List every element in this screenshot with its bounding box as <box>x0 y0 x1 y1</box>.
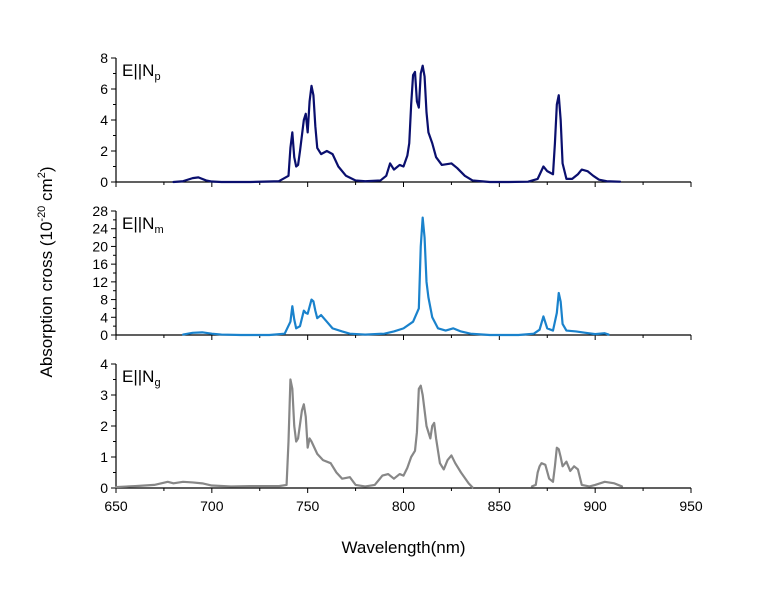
y-tick-label: 4 <box>100 356 108 372</box>
y-tick-label: 2 <box>100 418 108 434</box>
panel-p: 0 2 4 6 8 E||Np <box>100 50 692 190</box>
panel-label-m: E||Nm <box>122 214 164 236</box>
series-line-g-0 <box>114 378 474 489</box>
y-tick-label: 0 <box>100 327 108 343</box>
series-line-g-1 <box>530 446 624 488</box>
y-tick-label: 0 <box>100 174 108 190</box>
y-tick-label: 16 <box>92 256 108 272</box>
panel-label-p: E||Np <box>122 61 161 83</box>
y-tick-label: 0 <box>100 480 108 496</box>
y-tick-label: 4 <box>100 112 108 128</box>
panel-g: 0 1 2 3 4 650 700 750 800 850 900 950 E||Ng <box>100 356 703 514</box>
y-tick-label: 1 <box>100 449 108 465</box>
x-tick-label: 750 <box>296 498 320 514</box>
x-axis-title: Wavelength(nm) <box>341 538 465 557</box>
x-tick-label: 950 <box>679 498 703 514</box>
x-tick-label: 850 <box>488 498 512 514</box>
y-tick-label: 2 <box>100 143 108 159</box>
x-tick-label: 800 <box>392 498 416 514</box>
y-tick-label: 20 <box>92 238 108 254</box>
y-tick-label: 6 <box>100 81 108 97</box>
x-tick-label: 700 <box>200 498 224 514</box>
y-tick-label: 8 <box>100 50 108 66</box>
x-tick-label: 650 <box>104 498 128 514</box>
y-tick-label: 4 <box>100 309 108 325</box>
y-tick-label: 8 <box>100 292 108 308</box>
series-line-m-0 <box>181 216 610 337</box>
x-tick-label: 900 <box>583 498 607 514</box>
series-line-p-0 <box>172 64 622 184</box>
y-tick-label: 12 <box>92 274 108 290</box>
y-tick-label: 24 <box>92 221 108 237</box>
y-tick-label: 3 <box>100 387 108 403</box>
y-tick-label: 28 <box>92 203 108 219</box>
y-axis-title: Absorption cross (10-20 cm2) <box>36 167 56 378</box>
panel-label-g: E||Ng <box>122 367 161 389</box>
